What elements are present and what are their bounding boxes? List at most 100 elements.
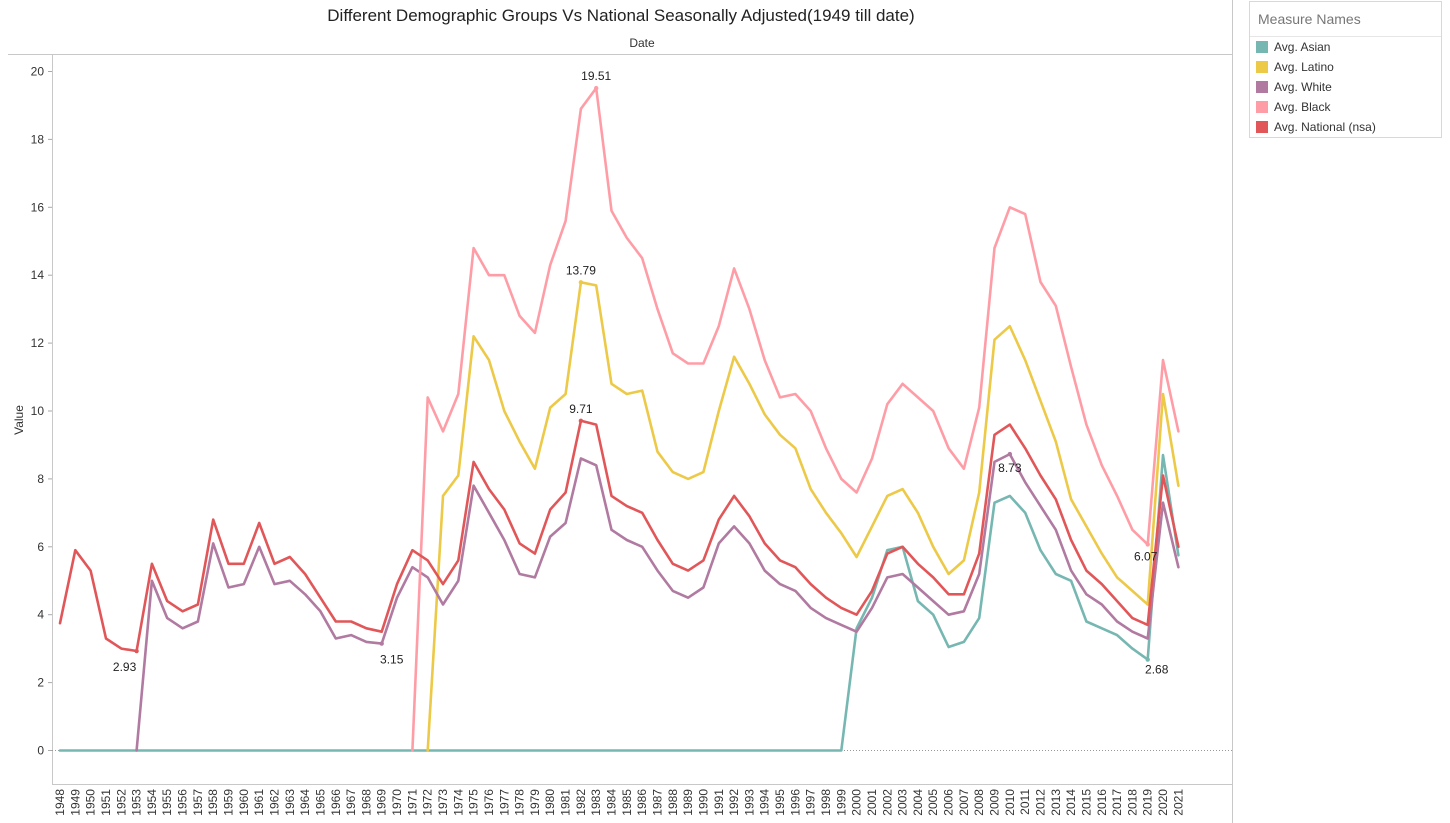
legend-swatch <box>1256 61 1268 73</box>
legend-item[interactable]: Avg. Black <box>1250 97 1441 117</box>
x-tick-label: 1983 <box>589 789 603 816</box>
chart-title: Different Demographic Groups Vs National… <box>327 6 915 25</box>
y-tick-label: 14 <box>31 268 45 282</box>
annotation-point <box>1145 657 1150 662</box>
x-tick-label: 2014 <box>1064 789 1078 816</box>
x-tick-label: 1964 <box>298 789 312 816</box>
x-tick-label: 1960 <box>237 789 251 816</box>
x-tick-label: 1961 <box>252 789 266 816</box>
x-tick-label: 1958 <box>206 789 220 816</box>
y-tick-label: 20 <box>31 65 45 79</box>
x-tick-label: 1989 <box>681 789 695 816</box>
annotation-point <box>594 85 599 91</box>
x-tick-label: 1991 <box>712 789 726 816</box>
x-tick-label: 1999 <box>834 789 848 816</box>
x-tick-label: 1977 <box>497 789 511 816</box>
x-tick-label: 1981 <box>559 789 573 816</box>
data-label: 9.71 <box>569 402 593 416</box>
x-tick-label: 2013 <box>1049 789 1063 816</box>
x-tick-label: 1951 <box>99 789 113 816</box>
y-tick-label: 2 <box>37 676 44 690</box>
x-tick-label: 1996 <box>788 789 802 816</box>
y-tick-label: 12 <box>31 336 45 350</box>
x-tick-label: 2002 <box>880 789 894 816</box>
x-tick-label: 1949 <box>68 789 82 816</box>
legend-label: Avg. National (nsa) <box>1274 120 1376 134</box>
x-tick-label: 1973 <box>436 789 450 816</box>
x-tick-label: 1984 <box>605 789 619 816</box>
x-tick-label: 2007 <box>957 789 971 816</box>
x-tick-label: 1971 <box>405 789 419 816</box>
series-line-avg-black[interactable] <box>411 86 1180 752</box>
x-tick-label: 2017 <box>1110 789 1124 816</box>
x-tick-label: 1992 <box>727 789 741 816</box>
x-tick-label: 1974 <box>451 789 465 816</box>
x-tick-label: 1980 <box>543 789 557 816</box>
legend-items: Avg. Asian Avg. Latino Avg. White Avg. Blac… <box>1250 36 1441 137</box>
legend-title: Measure Names <box>1258 11 1361 27</box>
annotation-point <box>1145 542 1150 547</box>
series-line-avg-white[interactable] <box>135 452 1180 752</box>
legend-label: Avg. Latino <box>1274 60 1334 74</box>
x-tick-label: 1963 <box>283 789 297 816</box>
legend-item[interactable]: Avg. National (nsa) <box>1250 117 1441 137</box>
legend-label: Avg. White <box>1274 80 1332 94</box>
x-tick-label: 1953 <box>130 789 144 816</box>
annotation-point <box>134 648 139 654</box>
series-line-avg-national-nsa[interactable] <box>58 419 1180 653</box>
x-tick-label: 2018 <box>1125 789 1139 816</box>
legend-swatch <box>1256 81 1268 93</box>
x-tick-label: 1972 <box>421 789 435 816</box>
data-label: 3.15 <box>380 653 404 667</box>
x-tick-label: 1976 <box>482 789 496 816</box>
x-tick-label: 1994 <box>758 789 772 816</box>
y-tick-label: 8 <box>37 472 44 486</box>
annotation-point <box>1007 451 1013 457</box>
legend-swatch <box>1256 101 1268 113</box>
x-tick-label: 1952 <box>114 789 128 816</box>
x-tick-label: 1975 <box>467 789 481 816</box>
x-tick-label: 1997 <box>804 789 818 816</box>
x-tick-label: 2010 <box>1003 789 1017 816</box>
legend[interactable]: Measure Names Avg. Asian Avg. Latino Avg. … <box>1249 1 1442 138</box>
x-tick-label: 1954 <box>145 789 159 816</box>
series-line-avg-latino[interactable] <box>426 281 1180 752</box>
legend-item[interactable]: Avg. Latino <box>1250 57 1441 77</box>
x-tick-label: 2004 <box>911 789 925 816</box>
data-label: 8.73 <box>998 461 1022 475</box>
legend-label: Avg. Black <box>1274 100 1331 114</box>
annotation-point <box>578 280 584 285</box>
data-label: 19.51 <box>581 69 611 83</box>
x-tick-label: 1966 <box>329 789 343 816</box>
data-label: 2.93 <box>113 660 137 674</box>
y-tick-label: 16 <box>31 200 45 214</box>
annotation-point <box>379 641 384 646</box>
series-line-avg-asian[interactable] <box>58 453 1180 752</box>
x-tick-label: 1986 <box>635 789 649 816</box>
x-tick-label: 1982 <box>574 789 588 816</box>
x-tick-label: 1967 <box>344 789 358 816</box>
data-label: 13.79 <box>566 263 596 277</box>
x-tick-label: 1979 <box>528 789 542 816</box>
x-tick-label: 1988 <box>666 789 680 816</box>
y-tick-label: 6 <box>37 540 44 554</box>
x-tick-label: 1948 <box>53 789 67 816</box>
x-tick-label: 2019 <box>1141 789 1155 816</box>
legend-swatch <box>1256 121 1268 133</box>
x-tick-label: 1968 <box>359 789 373 816</box>
x-tick-label: 2021 <box>1171 789 1185 816</box>
legend-item[interactable]: Avg. Asian <box>1250 37 1441 57</box>
x-tick-label: 1987 <box>650 789 664 816</box>
x-tick-label: 1985 <box>620 789 634 816</box>
x-tick-label: 2012 <box>1033 789 1047 816</box>
legend-label: Avg. Asian <box>1274 40 1331 54</box>
column-header-label: Date <box>629 36 655 50</box>
x-tick-label: 2015 <box>1079 789 1093 816</box>
legend-swatch <box>1256 41 1268 53</box>
x-tick-label: 2020 <box>1156 789 1170 816</box>
y-tick-label: 18 <box>31 132 45 146</box>
y-tick-label: 0 <box>37 744 44 758</box>
legend-item[interactable]: Avg. White <box>1250 77 1441 97</box>
x-tick-label: 2005 <box>926 789 940 816</box>
